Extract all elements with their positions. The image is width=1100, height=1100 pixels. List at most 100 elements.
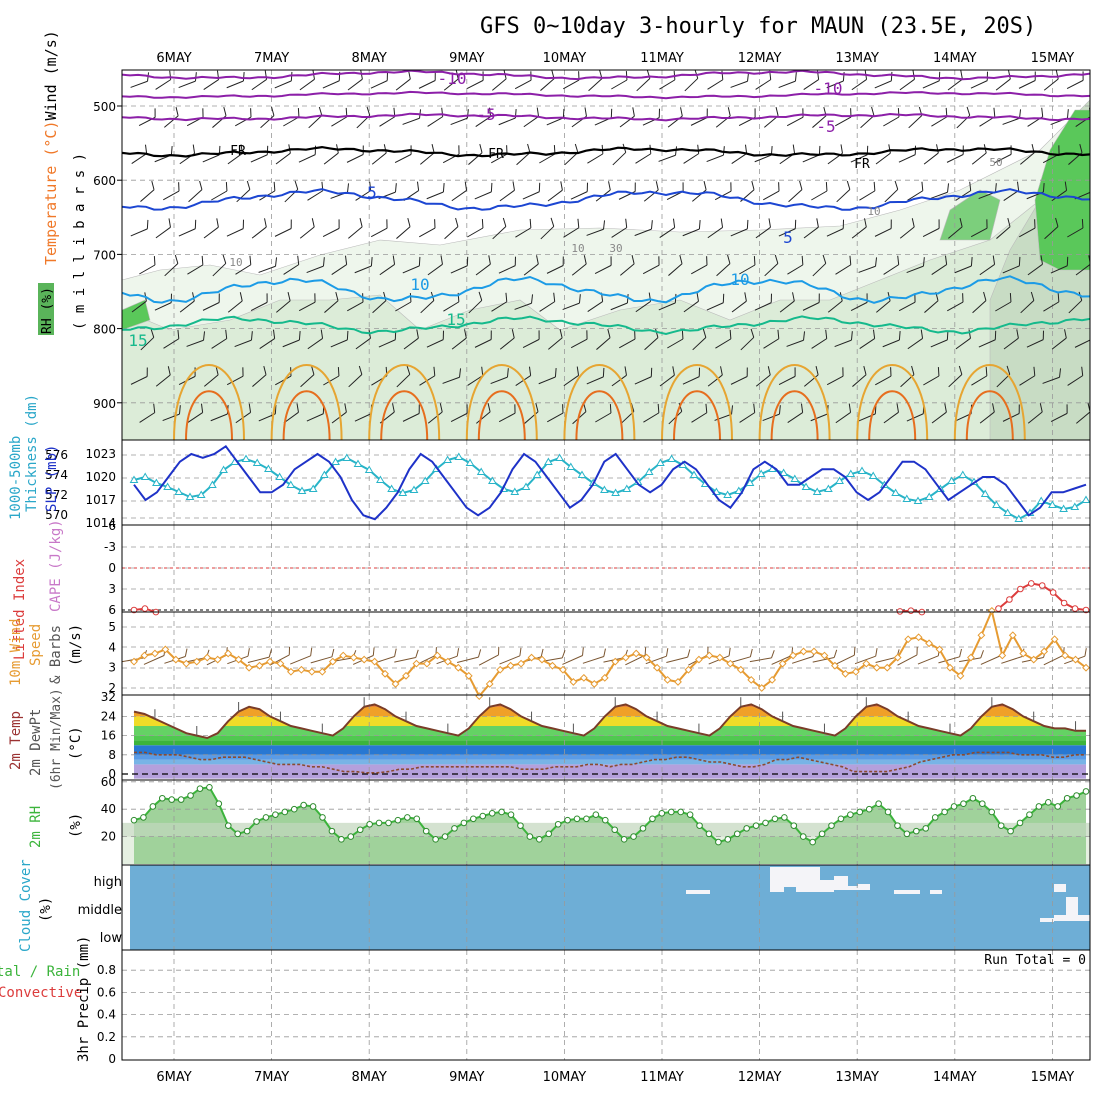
contour-plus5 xyxy=(122,188,1090,211)
barb-flag xyxy=(550,217,555,227)
wind-barb xyxy=(548,329,563,350)
wind-barb xyxy=(930,330,949,348)
ylabel-barbs: & Barbs xyxy=(48,625,64,684)
barb-flag xyxy=(625,71,628,81)
ylabel-rh2m: 2m RH xyxy=(28,806,44,848)
slp-grid xyxy=(122,440,1090,525)
barb-flag xyxy=(201,255,204,265)
barb-flag xyxy=(242,72,245,82)
wind10-barb xyxy=(625,647,647,666)
wind-barb xyxy=(283,403,299,424)
wind10-point xyxy=(569,678,578,686)
barb-shaft xyxy=(854,655,876,665)
wind-barb xyxy=(308,106,323,129)
barb-shaft xyxy=(812,115,827,128)
thickness-point xyxy=(129,475,139,483)
barb-shaft xyxy=(226,375,244,386)
barb-flag xyxy=(985,366,988,376)
barb-flag xyxy=(175,107,179,116)
barb-shaft xyxy=(1001,656,1023,664)
wind-barb xyxy=(283,108,300,127)
barb-shaft xyxy=(395,78,411,91)
barb-flag xyxy=(370,257,373,267)
wind-barb xyxy=(715,329,732,349)
barb-shaft xyxy=(370,227,388,238)
barb-shaft xyxy=(923,152,939,165)
thickness-point xyxy=(488,476,497,484)
barb-shaft xyxy=(636,78,651,92)
wind10-point xyxy=(255,661,264,670)
barb-flag xyxy=(729,329,732,339)
barb-shaft xyxy=(811,338,827,349)
barb-flag xyxy=(275,257,278,267)
barb-flag xyxy=(459,368,462,378)
contour-label: 5 xyxy=(783,228,793,247)
barb-flag xyxy=(239,292,243,302)
wind-barb xyxy=(836,180,851,203)
rh2m-point xyxy=(130,816,138,824)
barb-shaft xyxy=(492,78,507,91)
rh2m-point xyxy=(187,792,194,799)
wind-barb xyxy=(883,403,899,424)
wind-barb xyxy=(1003,329,1019,350)
barb-shaft xyxy=(516,152,531,166)
barb-flag xyxy=(153,403,156,413)
barb-shaft xyxy=(466,79,484,89)
barb-shaft xyxy=(394,657,416,663)
rh2m-point xyxy=(385,819,392,827)
barb-flag xyxy=(681,330,684,340)
barb-flag xyxy=(335,291,339,301)
barb-shaft xyxy=(1019,227,1036,238)
wind10-point xyxy=(433,651,442,660)
contour-label: 50 xyxy=(989,156,1002,169)
temperature-contours xyxy=(122,70,1090,440)
barb-shaft xyxy=(644,337,659,351)
barb-shaft xyxy=(427,116,443,127)
rh2m-point xyxy=(149,803,157,810)
barb-shaft xyxy=(252,374,267,387)
barb-shaft xyxy=(162,413,180,422)
thickness-point xyxy=(980,489,990,497)
wind10-point xyxy=(768,675,777,684)
thickness-point xyxy=(443,455,452,463)
barb-shaft xyxy=(140,189,155,202)
barb-shaft xyxy=(683,153,699,164)
barb-flag xyxy=(331,648,335,657)
barb-flag xyxy=(731,405,734,415)
wind10-barb xyxy=(812,649,838,663)
ylabel-cloud: Cloud Cover xyxy=(18,859,34,952)
barb-flag xyxy=(803,331,806,341)
wind10-barb xyxy=(897,646,918,666)
wind10-point xyxy=(151,649,159,658)
barb-shaft xyxy=(562,655,583,665)
barb-flag xyxy=(966,106,971,116)
wind-barb xyxy=(450,404,468,422)
wind-barb xyxy=(740,328,755,351)
barb-shaft xyxy=(582,656,604,664)
wind10-line xyxy=(133,607,1087,698)
contour-label: 10 xyxy=(410,275,429,294)
barb-shaft xyxy=(492,226,507,240)
barb-shaft xyxy=(427,411,443,424)
barb-flag xyxy=(1008,70,1011,80)
wind-barb xyxy=(835,403,852,424)
barb-flag xyxy=(406,365,411,375)
barb-flag xyxy=(218,293,220,303)
barb-flag xyxy=(372,647,375,656)
contour-label: 10 xyxy=(571,242,584,255)
wind-barb xyxy=(467,219,484,238)
wind10-point xyxy=(642,653,651,662)
wind-barb xyxy=(322,219,340,237)
wind-barb xyxy=(802,293,820,311)
barb-flag xyxy=(225,329,228,339)
wind10-barb xyxy=(310,648,335,664)
barb-flag xyxy=(657,403,660,413)
wind-barb xyxy=(323,367,340,386)
barb-shaft xyxy=(143,655,165,665)
rh2m-point xyxy=(630,833,637,840)
barb-shaft xyxy=(154,302,172,311)
barb-flag xyxy=(875,257,878,267)
barb-flag xyxy=(679,254,683,264)
rh2m-point xyxy=(253,818,260,825)
thickness-point xyxy=(835,476,844,484)
